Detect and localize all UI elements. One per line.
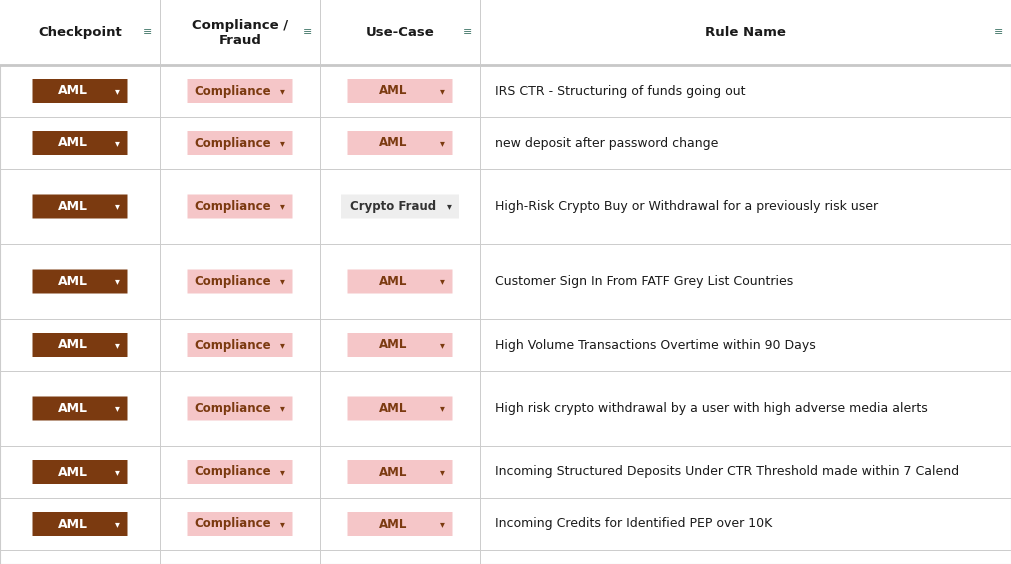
Text: AML: AML <box>379 518 407 531</box>
Text: ▾: ▾ <box>280 276 285 287</box>
Text: ▾: ▾ <box>440 519 445 529</box>
Text: High Volume Transactions Overtime within 90 Days: High Volume Transactions Overtime within… <box>495 338 816 351</box>
Text: ≡: ≡ <box>994 28 1004 37</box>
FancyBboxPatch shape <box>32 333 127 357</box>
Text: ▾: ▾ <box>115 138 120 148</box>
Text: ▾: ▾ <box>280 86 285 96</box>
Text: ▾: ▾ <box>115 403 120 413</box>
Text: AML: AML <box>58 200 88 213</box>
Text: ▾: ▾ <box>280 340 285 350</box>
Text: Incoming Credits for Identified PEP over 10K: Incoming Credits for Identified PEP over… <box>495 518 772 531</box>
Text: AML: AML <box>58 465 88 478</box>
Text: ▾: ▾ <box>280 467 285 477</box>
Text: AML: AML <box>379 85 407 98</box>
FancyBboxPatch shape <box>348 79 453 103</box>
FancyBboxPatch shape <box>187 270 292 293</box>
FancyBboxPatch shape <box>187 131 292 155</box>
FancyBboxPatch shape <box>187 512 292 536</box>
FancyBboxPatch shape <box>32 79 127 103</box>
Text: AML: AML <box>379 402 407 415</box>
Text: ▾: ▾ <box>115 201 120 212</box>
Text: Compliance: Compliance <box>195 338 271 351</box>
FancyBboxPatch shape <box>187 460 292 484</box>
Text: ▾: ▾ <box>440 467 445 477</box>
FancyBboxPatch shape <box>348 512 453 536</box>
Text: ▾: ▾ <box>440 276 445 287</box>
FancyBboxPatch shape <box>341 195 459 218</box>
Text: Compliance: Compliance <box>195 465 271 478</box>
Text: Incoming Structured Deposits Under CTR Threshold made within 7 Calend: Incoming Structured Deposits Under CTR T… <box>495 465 959 478</box>
FancyBboxPatch shape <box>32 512 127 536</box>
Text: ▾: ▾ <box>440 86 445 96</box>
Text: ▾: ▾ <box>115 276 120 287</box>
FancyBboxPatch shape <box>348 131 453 155</box>
Text: ≡: ≡ <box>144 28 153 37</box>
Text: Checkpoint: Checkpoint <box>38 26 122 39</box>
Text: AML: AML <box>379 338 407 351</box>
Text: ▾: ▾ <box>115 519 120 529</box>
FancyBboxPatch shape <box>348 333 453 357</box>
Bar <box>0 0 1011 65</box>
Text: ≡: ≡ <box>463 28 473 37</box>
FancyBboxPatch shape <box>187 396 292 421</box>
Text: new deposit after password change: new deposit after password change <box>495 136 719 149</box>
FancyBboxPatch shape <box>348 460 453 484</box>
Text: IRS CTR - Structuring of funds going out: IRS CTR - Structuring of funds going out <box>495 85 745 98</box>
Text: ▾: ▾ <box>440 138 445 148</box>
FancyBboxPatch shape <box>32 131 127 155</box>
Text: Compliance: Compliance <box>195 275 271 288</box>
Text: AML: AML <box>58 338 88 351</box>
Text: AML: AML <box>379 275 407 288</box>
Text: High risk crypto withdrawal by a user with high adverse media alerts: High risk crypto withdrawal by a user wi… <box>495 402 928 415</box>
Text: Compliance: Compliance <box>195 85 271 98</box>
FancyBboxPatch shape <box>187 79 292 103</box>
Text: ▾: ▾ <box>280 201 285 212</box>
Text: AML: AML <box>58 275 88 288</box>
Text: ▾: ▾ <box>440 340 445 350</box>
Text: AML: AML <box>58 136 88 149</box>
Text: Compliance: Compliance <box>195 402 271 415</box>
FancyBboxPatch shape <box>32 460 127 484</box>
Text: ▾: ▾ <box>115 340 120 350</box>
Text: Crypto Fraud: Crypto Fraud <box>350 200 436 213</box>
Text: ▾: ▾ <box>280 403 285 413</box>
Text: AML: AML <box>58 518 88 531</box>
Text: AML: AML <box>379 136 407 149</box>
Text: High-Risk Crypto Buy or Withdrawal for a previously risk user: High-Risk Crypto Buy or Withdrawal for a… <box>495 200 879 213</box>
Text: Compliance: Compliance <box>195 518 271 531</box>
Text: ≡: ≡ <box>303 28 312 37</box>
Text: Compliance /
Fraud: Compliance / Fraud <box>192 19 288 46</box>
Text: ▾: ▾ <box>115 86 120 96</box>
Text: Use-Case: Use-Case <box>366 26 435 39</box>
Text: AML: AML <box>58 402 88 415</box>
FancyBboxPatch shape <box>187 195 292 218</box>
FancyBboxPatch shape <box>32 396 127 421</box>
Text: ▾: ▾ <box>115 467 120 477</box>
Text: AML: AML <box>58 85 88 98</box>
FancyBboxPatch shape <box>187 333 292 357</box>
FancyBboxPatch shape <box>32 270 127 293</box>
FancyBboxPatch shape <box>348 270 453 293</box>
Text: Customer Sign In From FATF Grey List Countries: Customer Sign In From FATF Grey List Cou… <box>495 275 794 288</box>
Text: ▾: ▾ <box>440 403 445 413</box>
Text: AML: AML <box>379 465 407 478</box>
Text: Compliance: Compliance <box>195 200 271 213</box>
Text: ▾: ▾ <box>447 201 452 212</box>
FancyBboxPatch shape <box>348 396 453 421</box>
FancyBboxPatch shape <box>32 195 127 218</box>
Text: Compliance: Compliance <box>195 136 271 149</box>
Text: ▾: ▾ <box>280 519 285 529</box>
Text: Rule Name: Rule Name <box>705 26 786 39</box>
Text: ▾: ▾ <box>280 138 285 148</box>
